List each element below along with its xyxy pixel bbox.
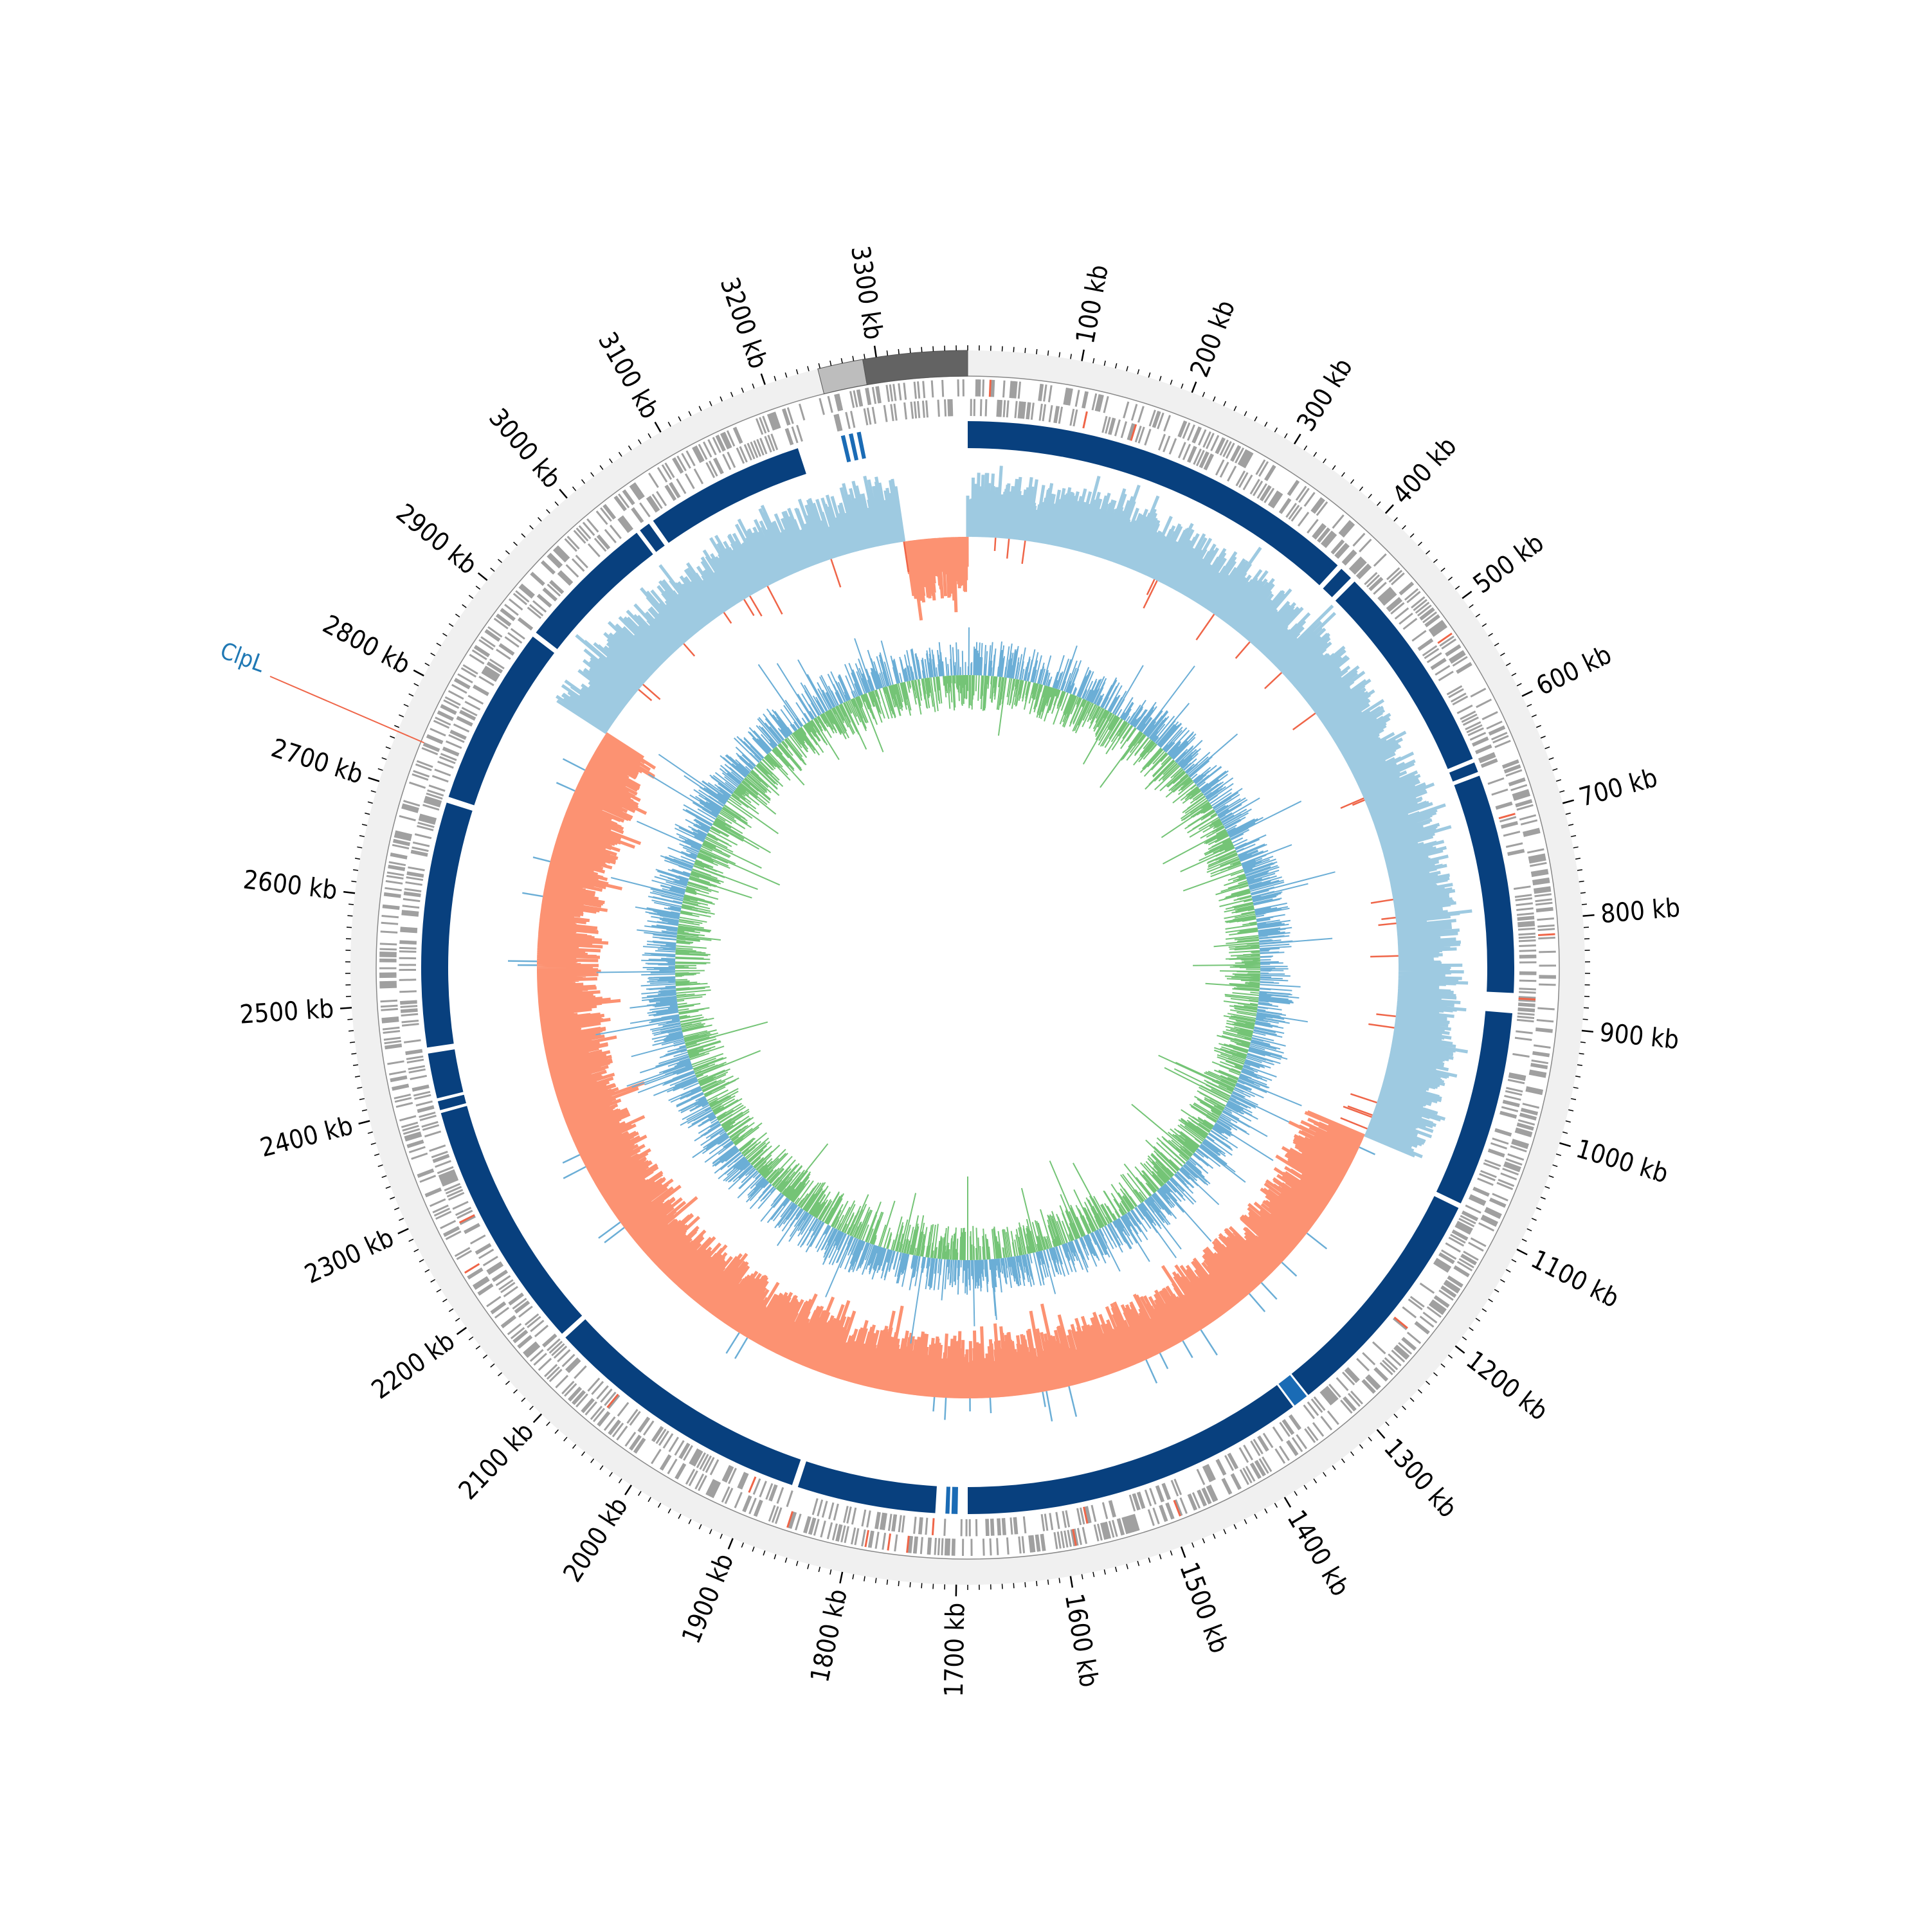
axis-tick-label: 2900 kb bbox=[390, 498, 482, 581]
alignment-block bbox=[428, 1049, 464, 1098]
gc-content-below-mean bbox=[675, 675, 1260, 1260]
axis-tick-label: 200 kb bbox=[1184, 296, 1241, 381]
axis-tick-label: 2000 kb bbox=[557, 1492, 634, 1587]
axis-tick-label: 900 kb bbox=[1598, 1018, 1680, 1055]
gc-content-track-layer bbox=[595, 627, 1335, 1344]
axis-tick-label: 1200 kb bbox=[1461, 1346, 1553, 1427]
major-tick bbox=[1071, 1576, 1073, 1588]
major-tick bbox=[1562, 800, 1573, 804]
alignment-block bbox=[1436, 1011, 1512, 1204]
annotation-leader-line bbox=[270, 676, 424, 743]
major-tick bbox=[1181, 1547, 1185, 1558]
axis-tick-label: 700 kb bbox=[1576, 763, 1661, 813]
major-tick bbox=[1455, 1346, 1464, 1353]
axis-tick-label: 800 kb bbox=[1600, 893, 1681, 929]
major-tick bbox=[534, 1414, 541, 1422]
major-tick bbox=[1285, 1497, 1291, 1507]
major-tick bbox=[655, 422, 661, 433]
axis-tick-label: 1900 kb bbox=[676, 1549, 739, 1648]
axis-tick-label: 1100 kb bbox=[1526, 1245, 1624, 1314]
axis-tick-label: 3000 kb bbox=[483, 403, 566, 494]
alignment-block bbox=[798, 1461, 937, 1513]
major-tick bbox=[359, 1121, 370, 1123]
major-tick bbox=[457, 1328, 467, 1334]
gc-skew-track-layer bbox=[508, 466, 1472, 1422]
axis-tick-label: 3200 kb bbox=[714, 274, 774, 373]
axis-tick-label: 300 kb bbox=[1291, 353, 1359, 436]
axis-tick-label: 2100 kb bbox=[453, 1417, 540, 1506]
major-tick bbox=[874, 346, 876, 357]
major-tick bbox=[1522, 691, 1532, 696]
alignment-block bbox=[945, 1486, 950, 1513]
alignment-block bbox=[849, 433, 858, 460]
contig-segment-dark bbox=[863, 350, 968, 384]
contig-segment-light bbox=[818, 359, 867, 394]
axis-tick-label: 2300 kb bbox=[300, 1223, 398, 1290]
axis-tick-label: 1500 kb bbox=[1173, 1558, 1234, 1657]
axis-tick-label: 600 kb bbox=[1532, 640, 1616, 701]
axis-tick-label: 2700 kb bbox=[267, 733, 367, 790]
major-tick bbox=[368, 778, 379, 781]
major-tick bbox=[1377, 1430, 1385, 1438]
major-tick bbox=[625, 1485, 631, 1495]
axis-tick-label: 2800 kb bbox=[318, 609, 415, 680]
major-tick bbox=[340, 1007, 352, 1008]
alignment-block bbox=[421, 802, 473, 1047]
axis-tick-label: 1800 kb bbox=[805, 1587, 853, 1685]
axis-tick-label: 500 kb bbox=[1468, 528, 1550, 599]
axis-tick-label: 2200 kb bbox=[367, 1326, 460, 1405]
axis-tick-label: 3300 kb bbox=[845, 244, 888, 341]
major-tick bbox=[398, 1229, 408, 1234]
major-tick bbox=[413, 670, 424, 676]
alignment-block bbox=[952, 1487, 958, 1514]
axis-tick-label: 2600 kb bbox=[242, 865, 339, 905]
axis-tick-label: 1000 kb bbox=[1573, 1134, 1672, 1189]
major-tick bbox=[1386, 505, 1393, 513]
major-tick bbox=[1517, 1249, 1527, 1254]
major-tick bbox=[1082, 350, 1083, 361]
major-tick bbox=[559, 489, 567, 498]
major-tick bbox=[1559, 1143, 1570, 1146]
axis-tick-label: 1400 kb bbox=[1281, 1505, 1355, 1601]
major-tick bbox=[761, 374, 765, 384]
axis-tick-label: 1700 kb bbox=[939, 1602, 971, 1697]
major-tick bbox=[1583, 915, 1595, 916]
contig-segment-layer bbox=[818, 350, 968, 394]
axis-tick-label: 3100 kb bbox=[592, 327, 665, 424]
axis-tick-label: 1300 kb bbox=[1378, 1433, 1463, 1523]
axis-tick-label: 2400 kb bbox=[257, 1111, 356, 1163]
annotation-label: ClpL bbox=[217, 638, 268, 678]
major-tick bbox=[343, 892, 355, 893]
major-tick bbox=[729, 1539, 733, 1549]
major-tick bbox=[1192, 382, 1197, 393]
alignment-block bbox=[1454, 776, 1514, 993]
alignment-block bbox=[856, 431, 865, 458]
major-tick bbox=[840, 1572, 842, 1584]
alignment-block bbox=[841, 435, 851, 462]
axis-tick-label: 2500 kb bbox=[239, 994, 334, 1029]
major-tick bbox=[478, 573, 487, 580]
major-tick bbox=[1462, 591, 1471, 599]
axis-tick-label: 1600 kb bbox=[1059, 1591, 1104, 1689]
axis-tick-label: 400 kb bbox=[1387, 431, 1463, 510]
axis-tick-label: 100 kb bbox=[1071, 262, 1114, 346]
major-tick bbox=[1582, 1031, 1593, 1032]
major-tick bbox=[1294, 434, 1301, 444]
